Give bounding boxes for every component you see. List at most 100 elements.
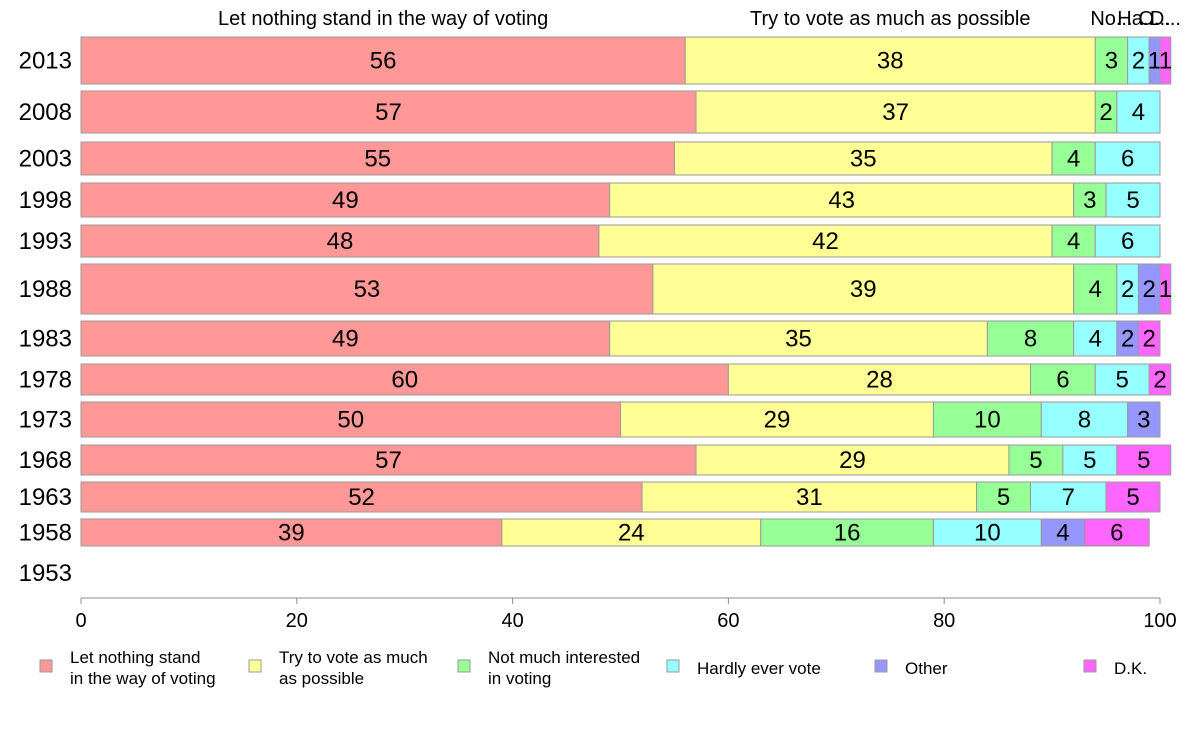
legend-label: Try to vote as much — [279, 648, 428, 667]
year-label: 1953 — [19, 560, 72, 587]
bar-segment — [598, 224, 1053, 258]
data-label: 7 — [1062, 484, 1075, 511]
data-label: 5 — [1116, 367, 1129, 394]
bar-segment — [1062, 444, 1118, 476]
x-tick-label: 100 — [1143, 610, 1176, 632]
bar-segment — [80, 320, 611, 357]
bar-segment — [932, 401, 1042, 438]
data-label: 52 — [348, 484, 375, 511]
bar-segment — [1137, 320, 1161, 357]
x-tick-label: 20 — [286, 610, 308, 632]
top-category-label: O... — [1138, 8, 1170, 30]
bar-segment — [1094, 36, 1129, 85]
data-label: 16 — [834, 520, 861, 547]
data-label: 10 — [974, 520, 1001, 547]
data-label: 1 — [1159, 276, 1172, 303]
data-label: 5 — [1137, 447, 1150, 474]
data-label: 3 — [1105, 48, 1118, 75]
year-label: 1973 — [19, 407, 72, 434]
bar-segment — [1051, 141, 1096, 176]
data-label: 31 — [796, 484, 823, 511]
data-label: 6 — [1121, 146, 1134, 173]
bar-segment — [80, 182, 611, 218]
bar-segment — [1073, 263, 1118, 315]
bar-segment — [1094, 224, 1161, 258]
legend-label: D.K. — [1114, 659, 1147, 678]
year-label: 1998 — [19, 187, 72, 214]
bar-segment — [695, 444, 1010, 476]
data-label: 56 — [370, 48, 397, 75]
data-label: 42 — [812, 228, 839, 255]
bar-segment — [652, 263, 1075, 315]
data-label: 57 — [375, 447, 402, 474]
data-label: 3 — [1083, 187, 1096, 214]
bar-segment — [1073, 182, 1107, 218]
data-label: 3 — [1137, 407, 1150, 434]
bar-segment — [80, 481, 643, 513]
bar-segment — [501, 518, 762, 547]
data-label: 6 — [1056, 367, 1069, 394]
bar-segment — [620, 401, 934, 438]
data-label: 6 — [1110, 520, 1123, 547]
bar-segment — [609, 320, 988, 357]
data-label: 5 — [997, 484, 1010, 511]
bar-segment — [1051, 224, 1096, 258]
data-label: 50 — [337, 407, 364, 434]
data-label: 29 — [839, 447, 866, 474]
legend-swatch — [874, 659, 888, 673]
data-label: 39 — [850, 276, 877, 303]
data-label: 6 — [1121, 228, 1134, 255]
bar-segment — [80, 224, 600, 258]
data-label: 48 — [327, 228, 354, 255]
bar-segment — [80, 36, 686, 85]
year-label: 1958 — [19, 520, 72, 547]
legend-label: Other — [905, 659, 948, 678]
data-label: 4 — [1067, 228, 1080, 255]
x-tick-label: 40 — [501, 610, 523, 632]
data-label: 8 — [1078, 407, 1091, 434]
bar-segment — [80, 263, 654, 315]
top-category-label: D... — [1150, 8, 1181, 30]
bar-segment — [1094, 141, 1161, 176]
data-label: 4 — [1089, 276, 1102, 303]
data-label: 39 — [278, 520, 305, 547]
data-label: 2 — [1143, 326, 1156, 353]
legend-label: Not much interested — [488, 648, 640, 667]
bar-segment — [1105, 481, 1161, 513]
bar-segment — [760, 518, 934, 547]
legend-swatch — [457, 659, 471, 673]
bar-segment — [1116, 444, 1172, 476]
year-label: 1993 — [19, 228, 72, 255]
bar-segment — [1105, 182, 1161, 218]
data-label: 4 — [1132, 99, 1145, 126]
year-label: 1963 — [19, 484, 72, 511]
data-label: 2 — [1121, 326, 1134, 353]
year-label: 2008 — [19, 99, 72, 126]
top-category-label: No... — [1090, 8, 1132, 30]
data-label: 5 — [1083, 447, 1096, 474]
data-label: 35 — [785, 326, 812, 353]
bar-segment — [684, 36, 1096, 85]
data-label: 10 — [974, 407, 1001, 434]
legend-swatch — [1083, 659, 1097, 673]
bar-segment — [80, 141, 675, 176]
data-label: 2 — [1153, 367, 1166, 394]
year-label: 2003 — [19, 146, 72, 173]
data-label: 49 — [332, 326, 359, 353]
bar-segment — [986, 320, 1075, 357]
bar-segment — [1030, 363, 1096, 396]
bar-segment — [932, 518, 1042, 547]
data-label: 49 — [332, 187, 359, 214]
data-label: 55 — [364, 146, 391, 173]
top-category-label: Try to vote as much as possible — [750, 8, 1031, 30]
legend-label: Hardly ever vote — [697, 659, 821, 678]
data-label: 38 — [877, 48, 904, 75]
legend-label: as possible — [279, 669, 364, 688]
bar-segment — [1159, 36, 1172, 85]
data-label: 1 — [1148, 48, 1161, 75]
data-label: 5 — [1029, 447, 1042, 474]
data-label: 28 — [866, 367, 893, 394]
bar-segment — [641, 481, 978, 513]
x-tick-label: 60 — [717, 610, 739, 632]
